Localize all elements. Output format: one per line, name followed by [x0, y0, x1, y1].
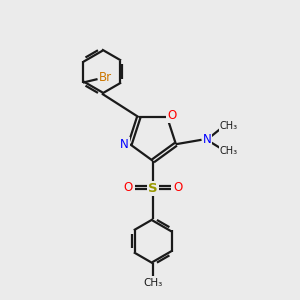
- Text: O: O: [124, 181, 133, 194]
- Text: CH₃: CH₃: [220, 146, 238, 156]
- Text: Br: Br: [99, 71, 112, 84]
- Text: S: S: [148, 182, 158, 195]
- Text: N: N: [120, 138, 129, 151]
- Text: CH₃: CH₃: [143, 278, 163, 287]
- Text: O: O: [167, 109, 176, 122]
- Text: N: N: [202, 133, 211, 146]
- Text: O: O: [173, 181, 182, 194]
- Text: CH₃: CH₃: [220, 121, 238, 131]
